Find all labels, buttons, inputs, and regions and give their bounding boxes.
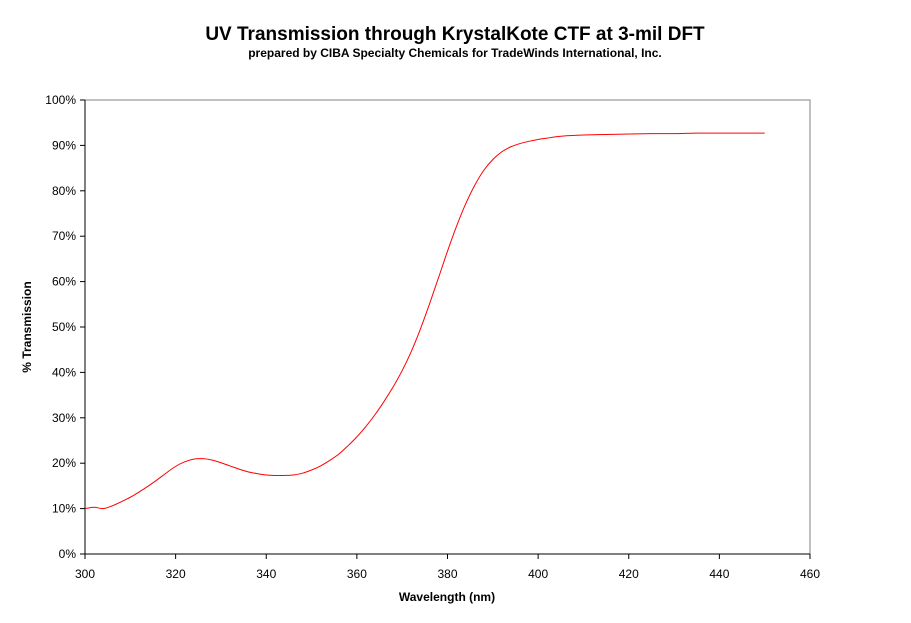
y-tick-label: 90% bbox=[52, 138, 76, 152]
chart-title: UV Transmission through KrystalKote CTF … bbox=[205, 24, 705, 45]
y-tick-label: 100% bbox=[45, 93, 76, 107]
x-tick-label: 400 bbox=[528, 567, 548, 581]
y-axis-ticks: 0% 10% 20% 30% 40% 50% 60% 70% 80% 90% 100% bbox=[45, 93, 85, 561]
x-axis-ticks: 300 320 340 360 380 400 420 440 460 bbox=[75, 554, 820, 581]
series-line-0 bbox=[84, 132, 765, 510]
x-tick-label: 360 bbox=[347, 567, 367, 581]
y-tick-label: 40% bbox=[52, 365, 76, 379]
y-axis-label: % Transmission bbox=[20, 281, 34, 372]
y-tick-label: 70% bbox=[52, 229, 76, 243]
y-tick-label: 50% bbox=[52, 320, 76, 334]
y-tick-label: 60% bbox=[52, 275, 76, 289]
x-tick-label: 440 bbox=[709, 567, 729, 581]
y-tick-label: 80% bbox=[52, 184, 76, 198]
chart-subtitle: prepared by CIBA Specialty Chemicals for… bbox=[248, 46, 662, 60]
x-tick-label: 320 bbox=[166, 567, 186, 581]
y-tick-label: 10% bbox=[52, 502, 76, 516]
x-tick-label: 380 bbox=[437, 567, 457, 581]
x-tick-label: 460 bbox=[800, 567, 820, 581]
x-axis-label: Wavelength (nm) bbox=[399, 590, 495, 604]
x-tick-label: 340 bbox=[256, 567, 276, 581]
y-tick-label: 30% bbox=[52, 411, 76, 425]
plot-area bbox=[84, 99, 811, 555]
y-tick-label: 0% bbox=[59, 547, 77, 561]
series-layer bbox=[84, 132, 765, 510]
x-tick-label: 420 bbox=[619, 567, 639, 581]
x-tick-label: 300 bbox=[75, 567, 95, 581]
y-tick-label: 20% bbox=[52, 456, 76, 470]
